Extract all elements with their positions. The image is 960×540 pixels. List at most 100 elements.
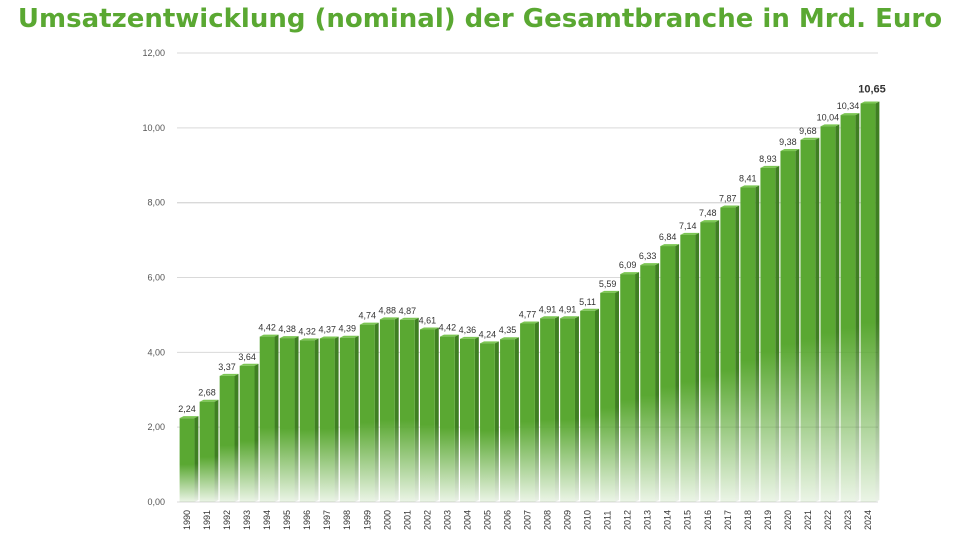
bar: [460, 338, 475, 502]
bar-top: [299, 338, 319, 341]
bar: [780, 151, 796, 502]
bar: [279, 338, 295, 502]
bar-side: [214, 399, 219, 502]
x-tick-label: 2018: [743, 510, 753, 530]
data-label: 4,32: [298, 326, 316, 336]
data-label: 4,91: [559, 304, 577, 314]
bar: [359, 324, 375, 502]
bar: [740, 187, 756, 502]
bar-side: [554, 316, 559, 502]
bar-top: [760, 165, 780, 168]
x-tick-label: 2020: [783, 510, 793, 530]
x-tick-label: 1999: [362, 510, 372, 530]
bar: [560, 318, 575, 502]
bar-side: [394, 317, 399, 502]
data-label: 9,38: [779, 137, 797, 147]
x-tick-label: 2002: [422, 510, 432, 530]
bar-top: [700, 220, 720, 223]
bar-side: [675, 244, 680, 502]
y-tick-label: 6,00: [147, 273, 165, 283]
bar-side: [494, 341, 499, 502]
x-tick-label: 2010: [583, 510, 593, 530]
bar-top: [179, 416, 199, 419]
bar-top: [219, 373, 239, 376]
bar-side: [715, 220, 720, 502]
data-label: 8,41: [739, 173, 757, 183]
bar-top: [339, 335, 359, 338]
x-tick-label: 2022: [823, 510, 833, 530]
bar-top: [279, 336, 299, 339]
bar-top: [480, 341, 499, 344]
x-tick-label: 2013: [643, 510, 653, 530]
x-tick-label: 2011: [603, 511, 613, 530]
bar: [259, 336, 275, 502]
bar-top: [840, 113, 860, 116]
bar: [520, 323, 535, 502]
y-tick-label: 4,00: [147, 347, 165, 357]
data-label: 4,36: [459, 325, 477, 335]
bar-side: [254, 363, 259, 502]
bar-side: [294, 336, 299, 502]
x-tick-label: 2012: [623, 510, 633, 530]
bar: [379, 319, 395, 502]
bar-top: [640, 263, 660, 266]
bar-side: [655, 263, 660, 502]
x-tick-label: 2009: [563, 510, 573, 530]
bar-top: [460, 336, 479, 339]
data-label: 5,11: [579, 297, 596, 307]
bar-top: [199, 399, 219, 402]
bar-top: [860, 101, 880, 104]
x-tick-label: 1998: [342, 510, 352, 530]
data-label: 10,04: [817, 112, 840, 122]
x-tick-label: 1993: [242, 510, 252, 530]
data-label: 4,39: [338, 324, 356, 334]
bar-side: [594, 308, 599, 502]
bar: [700, 222, 716, 502]
bar: [600, 292, 616, 502]
x-tick-label: 2017: [723, 510, 733, 530]
bar-side: [835, 124, 840, 502]
data-label: 4,61: [419, 316, 437, 326]
x-tick-label: 2003: [442, 510, 452, 530]
bar: [480, 343, 495, 502]
x-tick-label: 2015: [683, 510, 693, 530]
bar: [500, 339, 515, 502]
bar: [840, 115, 856, 502]
data-label: 6,09: [619, 260, 637, 270]
bar-side: [875, 101, 880, 502]
x-tick-label: 1992: [222, 510, 232, 530]
bar-top: [780, 149, 800, 152]
bar: [720, 207, 736, 503]
data-label: 10,34: [837, 101, 860, 111]
y-tick-label: 8,00: [147, 198, 165, 208]
data-label: 4,77: [519, 310, 537, 320]
bar-side: [274, 334, 279, 502]
bar-side: [755, 185, 760, 502]
bar-side: [234, 373, 239, 502]
bar-side: [615, 290, 620, 502]
bar-side: [815, 137, 820, 502]
chart-title: Umsatzentwicklung (nominal) der Gesamtbr…: [17, 4, 943, 34]
x-tick-label: 1990: [182, 510, 192, 530]
bar-top: [560, 316, 579, 319]
x-tick-label: 1994: [262, 510, 272, 530]
bar-side: [454, 334, 459, 502]
bar: [860, 103, 876, 502]
data-label: 4,35: [499, 325, 517, 335]
y-tick-label: 2,00: [147, 422, 165, 432]
bar: [640, 265, 656, 502]
bar-top: [239, 363, 259, 366]
x-tick-label: 1995: [282, 510, 292, 530]
data-label: 7,14: [679, 221, 697, 231]
bar-top: [399, 317, 419, 320]
x-tick-label: 2007: [523, 510, 533, 530]
data-label: 3,64: [238, 352, 256, 362]
bar: [179, 418, 195, 502]
bar-side: [474, 336, 479, 502]
bar-top: [540, 316, 559, 319]
bar: [800, 139, 816, 502]
x-tick-label: 2004: [462, 510, 472, 530]
bar-side: [334, 336, 339, 502]
bar-side: [795, 149, 800, 502]
